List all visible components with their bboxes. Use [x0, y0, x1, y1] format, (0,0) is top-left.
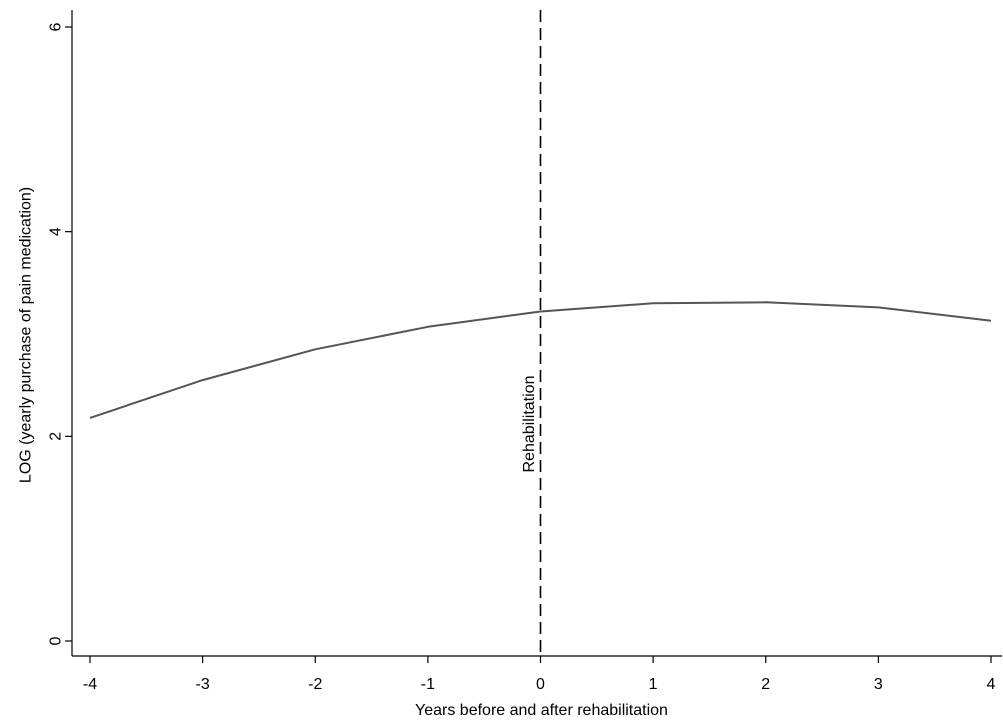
y-tick-label: 6	[48, 22, 65, 31]
y-tick-label: 0	[48, 636, 65, 645]
x-tick-label: -3	[196, 676, 210, 693]
y-tick-label: 2	[48, 432, 65, 441]
y-tick-label: 4	[48, 227, 65, 236]
x-tick-label: -2	[308, 676, 322, 693]
x-axis-title: Years before and after rehabilitation	[415, 702, 668, 719]
x-axis-ticks: -4 -3 -2 -1 0 1 2 3 4	[83, 656, 996, 693]
plot-area: 0 2 4 6 -4 -3 -2 -1 0 1 2 3 4 Rehabilitation	[48, 10, 1002, 693]
x-tick-label: 3	[874, 676, 883, 693]
x-tick-label: -1	[421, 676, 435, 693]
series-line	[89, 301, 992, 419]
x-tick-label: 2	[761, 676, 770, 693]
y-axis-title: LOG (yearly purchase of pain medication)	[18, 187, 35, 483]
rehabilitation-label: Rehabilitation	[521, 376, 538, 473]
x-tick-label: 1	[649, 676, 658, 693]
annotations: Rehabilitation	[521, 10, 542, 656]
x-tick-label: -4	[83, 676, 97, 693]
series-group	[89, 301, 992, 419]
x-tick-label: 4	[987, 676, 996, 693]
y-axis-ticks: 0 2 4 6	[48, 22, 72, 645]
x-tick-label: 0	[536, 676, 545, 693]
